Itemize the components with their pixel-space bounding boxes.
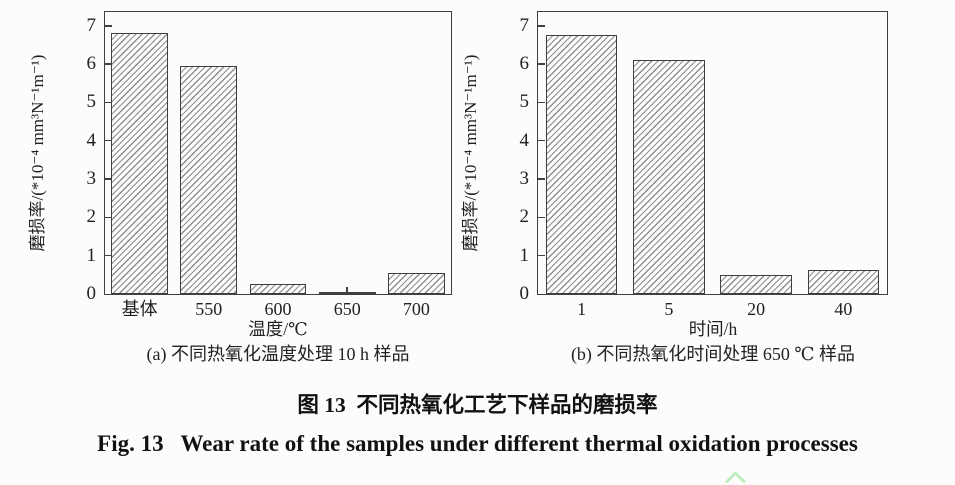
y-axis-tick <box>538 101 545 104</box>
x-tick-label: 基体 <box>121 299 158 319</box>
bar-650 <box>318 292 376 295</box>
y-axis-tick <box>538 63 545 65</box>
x-axis-title-a: 温度/℃ <box>248 319 308 339</box>
figure-caption-en: Fig. 13 Wear rate of the samples under d… <box>97 431 858 456</box>
bar-700 <box>388 272 445 294</box>
plot-area-a: 0 1 2 3 4 5 6 7 基体 550 600 650 700 <box>87 11 452 319</box>
bar-5 <box>633 60 705 294</box>
y-axis-tick <box>105 178 112 180</box>
x-tick-label: 1 <box>577 299 587 319</box>
y-axis-tick <box>105 101 112 104</box>
y-tick-label: 6 <box>519 53 530 75</box>
y-axis-tick <box>105 254 112 257</box>
bar-基体 <box>111 33 168 294</box>
y-tick-label: 0 <box>519 283 530 304</box>
y-axis-tick <box>538 25 545 27</box>
y-axis-title-b: 磨损率/(*10⁻⁴ mm³N⁻¹m⁻¹) <box>461 54 480 252</box>
y-axis-tick <box>105 216 112 219</box>
y-axis-tick <box>105 63 112 65</box>
y-tick-label: 4 <box>86 129 97 151</box>
y-tick-label: 2 <box>519 206 530 228</box>
panel-caption-b: (b) 不同热氧化时间处理 650 ℃ 样品 <box>570 344 856 364</box>
y-tick-label: 3 <box>86 168 97 190</box>
y-axis-tick <box>538 254 545 257</box>
y-tick-label: 1 <box>519 244 530 266</box>
x-tick-label: 600 <box>264 299 292 319</box>
y-axis-tick <box>105 139 112 142</box>
x-tick-label: 650 <box>333 299 361 319</box>
y-axis-tick <box>538 178 545 180</box>
y-tick-label: 6 <box>86 53 97 75</box>
y-axis-tick <box>538 216 545 219</box>
bar-40 <box>807 270 880 294</box>
y-tick-label: 1 <box>86 244 97 266</box>
y-axis-title-a: 磨损率/(*10⁻⁴ mm³N⁻¹m⁻¹) <box>28 54 47 252</box>
y-tick-label: 0 <box>86 283 97 304</box>
panel-caption-a: (a) 不同热氧化温度处理 10 h 样品 <box>146 344 410 364</box>
y-axis-tick <box>105 25 112 27</box>
y-tick-label: 3 <box>519 168 530 190</box>
plot-area-b: 0 1 2 3 4 5 6 7 1 5 20 40 <box>520 11 888 319</box>
y-tick-label: 5 <box>519 91 530 113</box>
figure-caption-zh: 图 13 不同热氧化工艺下样品的磨损率 <box>297 393 658 417</box>
bar-550 <box>180 66 238 294</box>
x-tick-label: 40 <box>834 299 853 319</box>
x-axis-title-b: 时间/h <box>688 319 738 339</box>
y-axis-tick <box>538 139 545 142</box>
x-tick-label: 20 <box>747 299 766 319</box>
x-tick-label: 700 <box>402 299 430 319</box>
x-tick-label: 550 <box>195 299 223 319</box>
y-tick-label: 7 <box>86 14 97 36</box>
bar-600 <box>249 283 307 294</box>
y-tick-label: 2 <box>86 206 97 228</box>
y-tick-label: 4 <box>519 129 530 151</box>
bar-1 <box>545 35 618 294</box>
y-tick-label: 5 <box>86 91 97 113</box>
x-axis-tick <box>346 287 348 294</box>
x-tick-label: 5 <box>664 299 674 319</box>
bar-20 <box>720 274 792 294</box>
chevron-up-icon <box>727 469 745 485</box>
y-tick-label: 7 <box>519 14 530 36</box>
